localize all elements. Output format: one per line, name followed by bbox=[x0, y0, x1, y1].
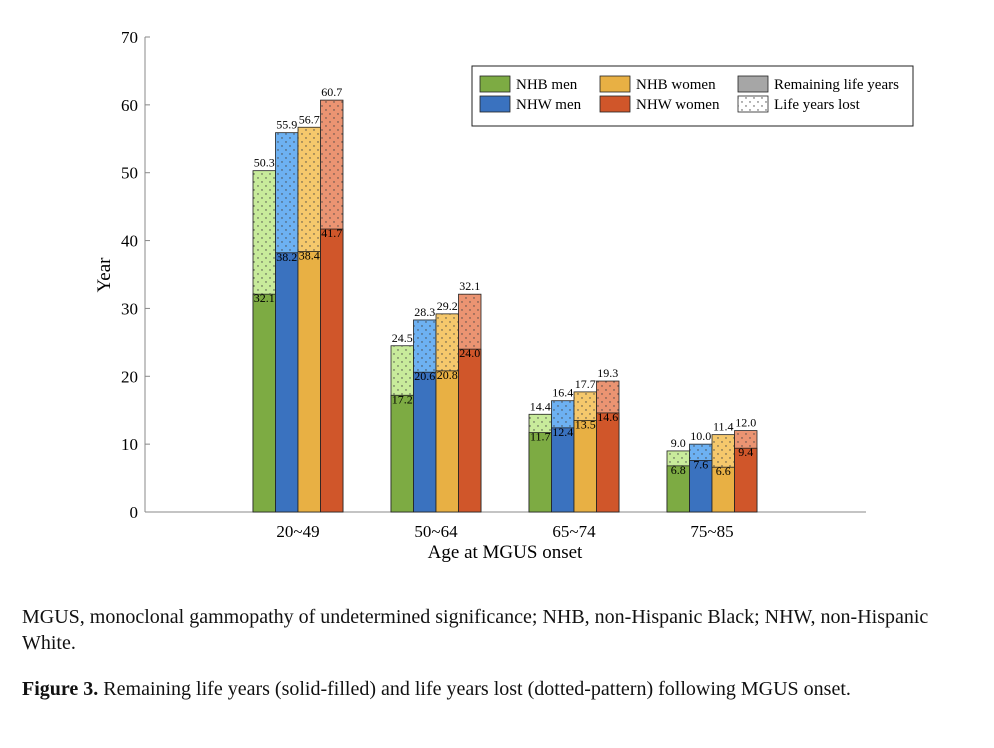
total-label: 9.0 bbox=[671, 436, 686, 450]
total-label: 16.4 bbox=[552, 386, 573, 400]
y-tick-label: 60 bbox=[121, 96, 138, 115]
legend-label: NHB women bbox=[636, 77, 716, 93]
remaining-label: 11.7 bbox=[530, 430, 551, 444]
y-axis-title: Year bbox=[94, 257, 115, 293]
remaining-label: 32.1 bbox=[254, 291, 275, 305]
x-tick-label: 75~85 bbox=[690, 522, 733, 541]
remaining-label: 20.8 bbox=[437, 368, 458, 382]
remaining-label: 7.6 bbox=[693, 457, 708, 471]
remaining-bar bbox=[297, 251, 321, 513]
legend-swatch bbox=[479, 75, 511, 93]
total-label: 55.9 bbox=[276, 118, 297, 132]
x-tick-label: 50~64 bbox=[414, 522, 458, 541]
footnote: MGUS, monoclonal gammopathy of undetermi… bbox=[22, 606, 929, 654]
remaining-label: 20.6 bbox=[414, 369, 435, 383]
x-tick-label: 65~74 bbox=[552, 522, 596, 541]
remaining-bar bbox=[320, 228, 344, 513]
legend-label: NHB men bbox=[516, 77, 578, 93]
total-label: 14.4 bbox=[530, 399, 551, 413]
chart: Year Age at MGUS onset 0 10 20 30 40 50 60 70 20… bbox=[94, 28, 914, 563]
remaining-label: 24.0 bbox=[459, 346, 480, 360]
total-label: 29.2 bbox=[437, 299, 458, 313]
y-tick-label: 50 bbox=[121, 164, 138, 183]
total-label: 60.7 bbox=[321, 85, 342, 99]
y-tick-label: 10 bbox=[121, 435, 138, 454]
y-tick-label: 20 bbox=[121, 367, 138, 386]
legend-label: NHW women bbox=[636, 97, 720, 113]
total-label: 24.5 bbox=[392, 331, 413, 345]
x-tick-label: 20~49 bbox=[276, 522, 319, 541]
remaining-label: 12.4 bbox=[552, 425, 573, 439]
remaining-bar bbox=[551, 427, 575, 513]
y-tick-label: 70 bbox=[121, 28, 138, 47]
total-label: 56.7 bbox=[299, 112, 320, 126]
remaining-bar bbox=[435, 370, 459, 513]
legend: NHB men NHW men NHB women NHW women Remainin… bbox=[471, 65, 914, 127]
legend-label: NHW men bbox=[516, 97, 582, 113]
legend-swatch bbox=[479, 95, 511, 113]
remaining-label: 17.2 bbox=[392, 392, 413, 406]
remaining-label: 38.4 bbox=[299, 248, 320, 262]
total-label: 10.0 bbox=[690, 429, 711, 443]
legend-swatch bbox=[737, 95, 769, 113]
y-tick-label: 0 bbox=[130, 503, 139, 522]
total-label: 17.7 bbox=[575, 377, 596, 391]
caption: Figure 3. Remaining life years (solid-fi… bbox=[22, 676, 942, 702]
remaining-label: 9.4 bbox=[738, 445, 753, 459]
remaining-bar bbox=[458, 348, 482, 513]
total-label: 50.3 bbox=[254, 156, 275, 170]
total-label: 11.4 bbox=[713, 420, 734, 434]
y-tick-label: 30 bbox=[121, 299, 138, 318]
remaining-label: 6.8 bbox=[671, 463, 686, 477]
x-axis-title: Age at MGUS onset bbox=[428, 542, 583, 563]
y-tick-label: 40 bbox=[121, 232, 138, 251]
remaining-bar bbox=[413, 371, 437, 513]
legend-label: Remaining life years bbox=[774, 77, 899, 93]
remaining-label: 13.5 bbox=[575, 417, 596, 431]
remaining-label: 6.6 bbox=[716, 464, 731, 478]
total-label: 32.1 bbox=[459, 279, 480, 293]
remaining-bar bbox=[734, 447, 758, 513]
remaining-bar bbox=[252, 293, 276, 513]
remaining-bar bbox=[596, 412, 620, 513]
legend-box bbox=[471, 65, 914, 127]
remaining-label: 38.2 bbox=[276, 250, 297, 264]
remaining-bar bbox=[390, 394, 414, 513]
remaining-bar bbox=[528, 432, 552, 513]
caption-text: Remaining life years (solid-filled) and … bbox=[103, 678, 851, 700]
remaining-label: 14.6 bbox=[597, 410, 618, 424]
legend-swatch bbox=[737, 75, 769, 93]
legend-swatch bbox=[599, 95, 631, 113]
caption-label: Figure 3. bbox=[22, 678, 99, 700]
remaining-bar bbox=[275, 252, 299, 513]
total-label: 19.3 bbox=[597, 366, 618, 380]
remaining-bar bbox=[573, 419, 597, 513]
total-label: 28.3 bbox=[414, 305, 435, 319]
legend-label: Life years lost bbox=[774, 97, 861, 113]
legend-swatch bbox=[599, 75, 631, 93]
remaining-label: 41.7 bbox=[321, 226, 342, 240]
total-label: 12.0 bbox=[735, 416, 756, 430]
